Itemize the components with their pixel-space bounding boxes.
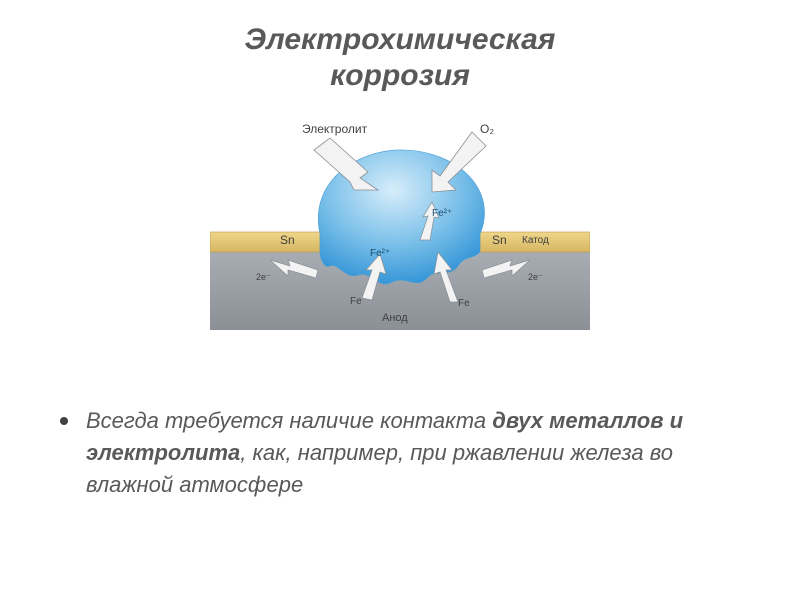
bullet-paragraph: Всегда требуется наличие контакта двух м…	[60, 405, 740, 501]
tin-left	[210, 232, 320, 252]
label-cathode: Катод	[522, 235, 549, 246]
label-fe2plus-b: Fe²⁺	[432, 208, 452, 219]
label-sn-left: Sn	[280, 233, 295, 247]
page-title: Электрохимическая коррозия	[0, 0, 800, 94]
title-line1: Электрохимическая	[0, 22, 800, 58]
label-e-left: 2e⁻	[256, 272, 271, 283]
bullet-text: Всегда требуется наличие контакта двух м…	[86, 405, 740, 501]
bullet-icon	[60, 417, 68, 425]
label-sn-right: Sn	[492, 233, 507, 247]
label-electrolyte: Электролит	[302, 122, 367, 136]
label-fe-right: Fe	[458, 298, 470, 309]
label-anode: Анод	[382, 312, 408, 324]
corrosion-diagram: Электролит O₂ Sn Sn Катод Анод Fe²⁺ Fe²⁺…	[210, 120, 590, 350]
bullet-pre: Всегда требуется наличие контакта	[86, 408, 492, 433]
label-fe-left: Fe	[350, 296, 362, 307]
label-o2: O₂	[480, 122, 494, 136]
label-fe2plus-a: Fe²⁺	[370, 248, 390, 259]
title-line2: коррозия	[0, 58, 800, 94]
label-e-right: 2e⁻	[528, 272, 543, 283]
